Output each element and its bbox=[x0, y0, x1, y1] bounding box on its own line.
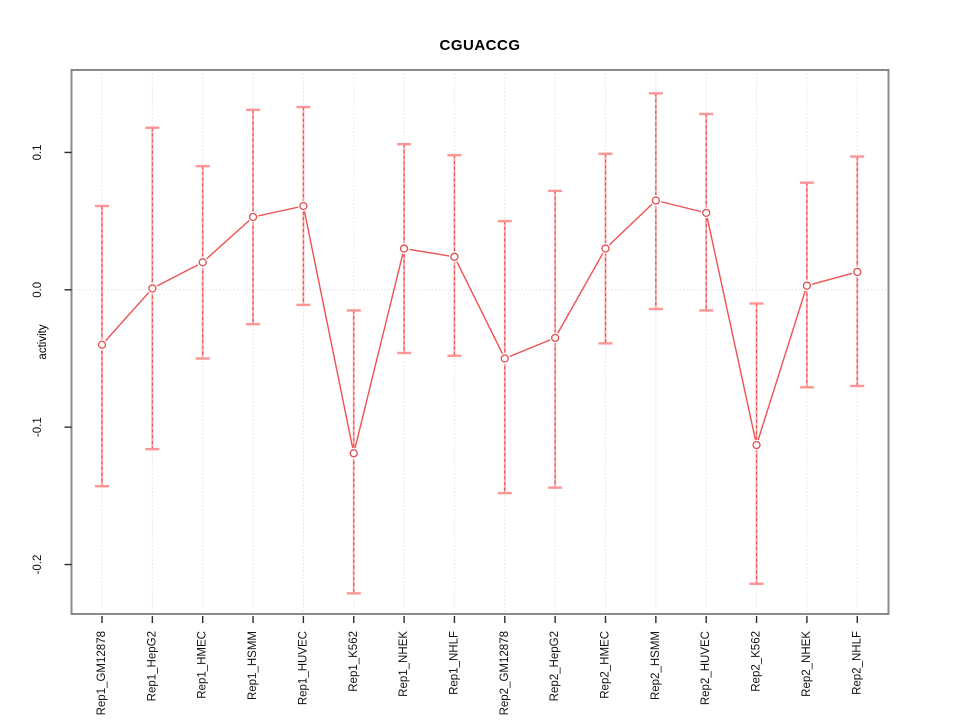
x-tick-label: Rep2_GM12878 bbox=[499, 631, 511, 715]
chart-title: CGUACCG bbox=[439, 37, 521, 54]
y-tick-label: -0.2 bbox=[32, 555, 44, 575]
y-tick-label: 0.0 bbox=[32, 282, 44, 298]
x-tick-label: Rep1_GM12878 bbox=[96, 631, 108, 715]
data-point bbox=[651, 196, 660, 205]
data-point bbox=[752, 440, 761, 450]
series-line-segment bbox=[202, 216, 254, 263]
data-point bbox=[198, 258, 207, 267]
series-line-segment bbox=[252, 205, 304, 218]
series-line-segment bbox=[655, 199, 707, 214]
plot-border bbox=[70, 69, 890, 615]
data-point bbox=[551, 333, 560, 343]
y-tick-label: 0.1 bbox=[32, 144, 44, 160]
x-tick-label: Rep1_HUVEC bbox=[297, 631, 309, 705]
x-tick-label: Rep2_HSMM bbox=[650, 631, 662, 700]
x-tick-label: Rep1_HSMM bbox=[247, 631, 259, 700]
series-line-segment bbox=[353, 248, 405, 454]
series-line-segment bbox=[554, 248, 607, 339]
x-tick-label: Rep1_HepG2 bbox=[146, 631, 158, 701]
x-tick-label: Rep1_HMEC bbox=[197, 631, 209, 699]
y-tick-label: -0.1 bbox=[32, 417, 44, 437]
series-line-segment bbox=[755, 285, 808, 446]
x-tick-label: Rep2_NHEK bbox=[801, 631, 813, 697]
series-line-segment bbox=[453, 256, 506, 359]
series-line-segment bbox=[605, 199, 657, 250]
data-point bbox=[299, 201, 308, 211]
data-point bbox=[853, 267, 862, 277]
x-tick-label: Rep2_HUVEC bbox=[700, 631, 712, 705]
data-point bbox=[148, 284, 157, 293]
data-point bbox=[802, 281, 812, 290]
x-tick-label: Rep1_NHEK bbox=[398, 631, 410, 697]
series-line-segment bbox=[504, 337, 556, 360]
series-line-segment bbox=[403, 247, 455, 258]
data-point bbox=[500, 354, 509, 363]
x-tick-label: Rep2_K562 bbox=[751, 631, 763, 692]
x-tick-label: Rep2_HepG2 bbox=[549, 631, 561, 701]
series-line-segment bbox=[705, 212, 758, 446]
x-tick-label: Rep2_NHLF bbox=[851, 631, 863, 695]
x-tick-label: Rep2_HMEC bbox=[600, 631, 612, 699]
data-point bbox=[97, 340, 107, 349]
x-tick-label: Rep1_K562 bbox=[348, 631, 360, 692]
data-point bbox=[702, 208, 711, 218]
series-line-segment bbox=[101, 287, 153, 346]
data-point bbox=[450, 252, 459, 261]
data-point bbox=[601, 244, 610, 253]
data-point bbox=[399, 244, 409, 253]
series-line-segment bbox=[806, 271, 858, 287]
series-line-segment bbox=[302, 205, 355, 454]
x-tick-label: Rep1_NHLF bbox=[448, 631, 460, 695]
series-line-segment bbox=[152, 261, 204, 290]
data-point bbox=[349, 449, 358, 458]
data-point bbox=[248, 212, 258, 222]
